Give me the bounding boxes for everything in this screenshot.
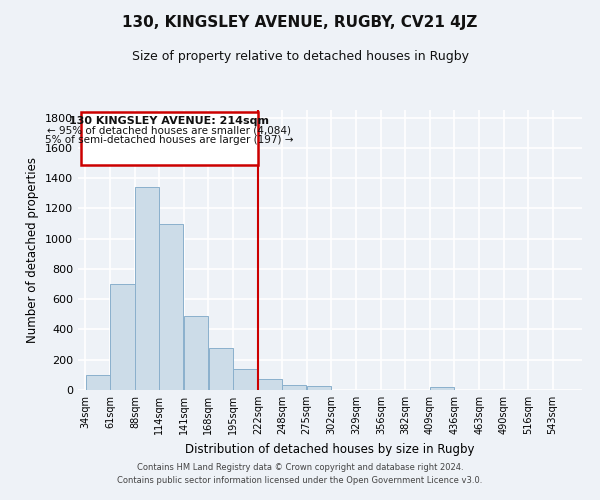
Text: Size of property relative to detached houses in Rugby: Size of property relative to detached ho… bbox=[131, 50, 469, 63]
Bar bbox=[233, 369, 258, 390]
Bar bbox=[282, 386, 307, 390]
X-axis label: Distribution of detached houses by size in Rugby: Distribution of detached houses by size … bbox=[185, 442, 475, 456]
Text: ← 95% of detached houses are smaller (4,084): ← 95% of detached houses are smaller (4,… bbox=[47, 126, 292, 136]
Text: 130, KINGSLEY AVENUE, RUGBY, CV21 4JZ: 130, KINGSLEY AVENUE, RUGBY, CV21 4JZ bbox=[122, 15, 478, 30]
Text: 130 KINGSLEY AVENUE: 214sqm: 130 KINGSLEY AVENUE: 214sqm bbox=[70, 116, 269, 126]
Bar bbox=[86, 375, 110, 390]
Bar bbox=[159, 224, 184, 390]
Bar bbox=[430, 387, 454, 390]
Bar bbox=[209, 348, 233, 390]
FancyBboxPatch shape bbox=[81, 112, 258, 165]
Bar bbox=[307, 386, 331, 390]
Text: 5% of semi-detached houses are larger (197) →: 5% of semi-detached houses are larger (1… bbox=[45, 135, 293, 145]
Y-axis label: Number of detached properties: Number of detached properties bbox=[26, 157, 40, 343]
Text: Contains HM Land Registry data © Crown copyright and database right 2024.
Contai: Contains HM Land Registry data © Crown c… bbox=[118, 464, 482, 485]
Bar bbox=[110, 284, 134, 390]
Bar bbox=[135, 187, 158, 390]
Bar bbox=[184, 316, 208, 390]
Bar bbox=[258, 378, 281, 390]
